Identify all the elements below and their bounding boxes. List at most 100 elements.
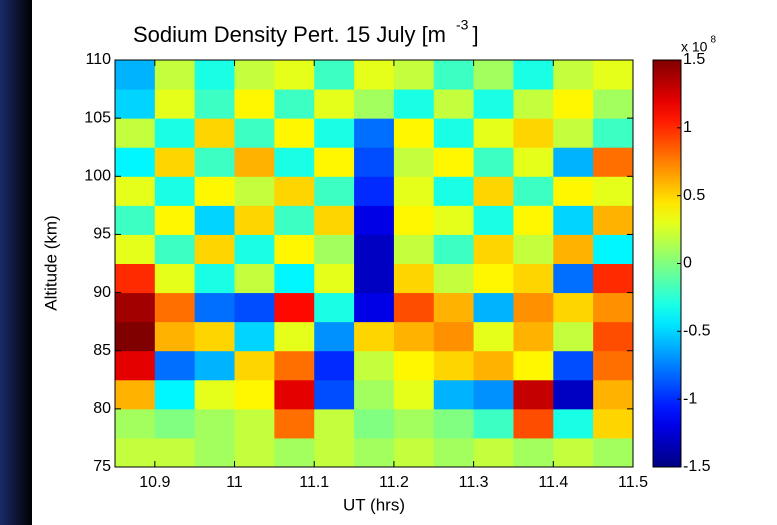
heatmap-cell: [553, 321, 594, 352]
heatmap-cell: [553, 263, 594, 294]
x-tick-label: 10.9: [139, 474, 170, 491]
colorbar-tick-label: 0.5: [683, 187, 705, 204]
heatmap-cell: [234, 408, 275, 439]
heatmap-cell: [513, 205, 554, 235]
heatmap-cell: [553, 292, 594, 323]
heatmap-cell: [513, 118, 554, 148]
heatmap-cell: [314, 408, 355, 439]
heatmap-cell: [513, 263, 554, 294]
heatmap-cell: [593, 205, 634, 235]
y-tick-label: 100: [84, 168, 111, 185]
heatmap-cell: [314, 263, 355, 294]
heatmap-cell: [154, 205, 196, 235]
heatmap-cell: [473, 205, 514, 235]
heatmap-cell: [433, 437, 475, 468]
x-tick-label: 11.4: [538, 474, 568, 491]
heatmap-cell: [314, 321, 355, 352]
heatmap-cell: [274, 321, 315, 352]
heatmap-cell: [393, 89, 435, 119]
heatmap-cell: [194, 292, 236, 323]
heatmap-cell: [115, 118, 156, 148]
heatmap-cell: [234, 321, 275, 352]
heatmap-cell: [154, 350, 196, 381]
colorbar-exponent: 8: [710, 35, 716, 46]
heatmap-cell: [593, 263, 634, 294]
x-tick-label: 11.5: [618, 474, 648, 491]
heatmap-cell: [553, 234, 594, 264]
heatmap-cell: [354, 60, 395, 90]
heatmap-cell: [393, 321, 435, 352]
heatmap-cell: [314, 176, 355, 206]
y-axis-label: Altitude (km): [41, 215, 60, 310]
y-tick-label: 95: [93, 226, 111, 243]
heatmap-cell: [314, 292, 355, 323]
heatmap-cell: [274, 350, 315, 381]
heatmap-cell: [154, 379, 196, 410]
heatmap-cell: [393, 263, 435, 294]
heatmap-cell: [433, 147, 475, 177]
heatmap-cell: [234, 205, 275, 235]
heatmap-cell: [234, 89, 275, 119]
heatmap-cell: [473, 118, 514, 148]
x-axis-label: UT (hrs): [343, 495, 405, 514]
heatmap-cell: [593, 89, 634, 119]
heatmap-cell: [593, 408, 634, 439]
heatmap-cell: [234, 379, 275, 410]
heatmap-cell: [274, 379, 315, 410]
heatmap-cell: [194, 234, 236, 264]
heatmap-cell: [433, 234, 475, 264]
heatmap-cell: [354, 408, 395, 439]
heatmap-cell: [115, 205, 156, 235]
heatmap-cell: [473, 408, 514, 439]
heatmap-cell: [234, 234, 275, 264]
heatmap-cell: [274, 408, 315, 439]
heatmap-cell: [354, 176, 395, 206]
chart-title: Sodium Density Pert. 15 July [m: [133, 22, 446, 47]
heatmap-cell: [154, 118, 196, 148]
heatmap-cell: [473, 89, 514, 119]
colorbar-multiplier: x 10: [681, 39, 708, 55]
heatmap-cell: [473, 292, 514, 323]
heatmap-cell: [553, 408, 594, 439]
heatmap-cell: [314, 350, 355, 381]
heatmap-cell: [154, 234, 196, 264]
heatmap-cell: [433, 89, 475, 119]
heatmap-cell: [234, 118, 275, 148]
heatmap-cell: [274, 60, 315, 90]
heatmap-cell: [194, 408, 236, 439]
y-tick-label: 85: [93, 342, 111, 359]
heatmap-cell: [234, 60, 275, 90]
heatmap-cell: [553, 176, 594, 206]
heatmap-cell: [194, 263, 236, 294]
heatmap-cell: [314, 89, 355, 119]
heatmap-cell: [234, 147, 275, 177]
heatmap-cell: [433, 263, 475, 294]
title-end: ]: [472, 22, 478, 47]
heatmap-cell: [553, 350, 594, 381]
heatmap-cell: [194, 350, 236, 381]
heatmap-cell: [473, 350, 514, 381]
heatmap-cell: [473, 60, 514, 90]
heatmap-cell: [433, 292, 475, 323]
heatmap-cell: [593, 147, 634, 177]
heatmap-cell: [513, 292, 554, 323]
x-tick-label: 11.1: [299, 474, 329, 491]
colorbar: [652, 59, 682, 468]
colorbar-tick-label: -1.5: [683, 458, 711, 475]
heatmap-cell: [274, 437, 315, 468]
heatmap-cell: [115, 234, 156, 264]
heatmap-cell: [553, 60, 594, 90]
heatmap-cell: [433, 379, 475, 410]
heatmap-cell: [354, 350, 395, 381]
heatmap-cell: [154, 60, 196, 90]
heatmap-cell: [433, 408, 475, 439]
heatmap-cell: [593, 350, 634, 381]
heatmap: [115, 60, 634, 468]
heatmap-cell: [115, 176, 156, 206]
heatmap-cell: [154, 408, 196, 439]
y-tick-label: 110: [85, 51, 111, 68]
heatmap-cell: [593, 176, 634, 206]
heatmap-cell: [593, 379, 634, 410]
heatmap-cell: [593, 234, 634, 264]
